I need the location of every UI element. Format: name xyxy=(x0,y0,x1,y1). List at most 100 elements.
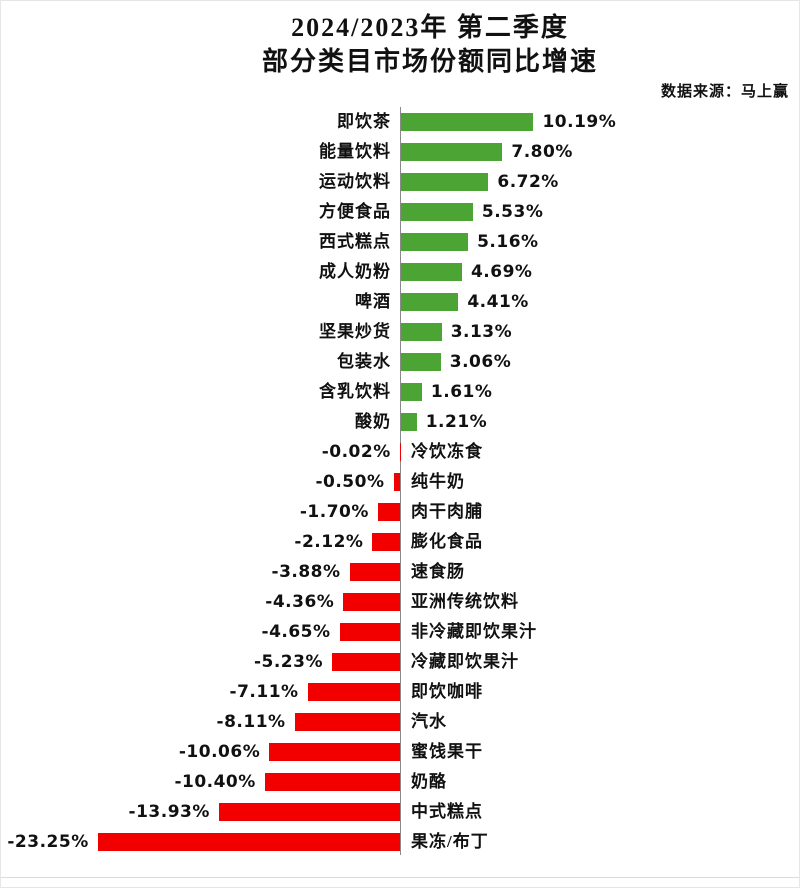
bar-row: 3.06% 包装水 xyxy=(1,347,799,377)
category-label: 冷藏即饮果汁 xyxy=(411,652,519,671)
value-label: 7.80% xyxy=(511,142,573,162)
positive-bar xyxy=(401,293,459,311)
negative-bar xyxy=(377,503,400,521)
positive-bar xyxy=(401,353,441,371)
category-label: 运动饮料 xyxy=(319,172,391,191)
bar-row: 1.61% 含乳饮料 xyxy=(1,377,799,407)
category-label: 纯牛奶 xyxy=(411,472,465,491)
positive-bar xyxy=(401,323,442,341)
negative-bar xyxy=(269,743,400,761)
bar-row: 4.41% 啤酒 xyxy=(1,287,799,317)
value-label: -4.36% xyxy=(265,592,335,612)
category-label: 非冷藏即饮果汁 xyxy=(411,622,537,641)
positive-bar xyxy=(401,263,462,281)
chart-title: 2024/2023年 第二季度 部分类目市场份额同比增速 xyxy=(1,1,799,79)
bar-row: -0.50% 纯牛奶 xyxy=(1,467,799,497)
bar-chart: 10.19% 即饮茶 7.80% 能量饮料 6.72% 运动饮料 5.53% 方便食品 5.16… xyxy=(1,107,799,859)
category-label: 即饮咖啡 xyxy=(411,682,483,701)
value-label: -7.11% xyxy=(229,682,299,702)
category-label: 方便食品 xyxy=(319,202,391,221)
bar-row: 5.53% 方便食品 xyxy=(1,197,799,227)
value-label: -0.50% xyxy=(315,472,385,492)
negative-bar xyxy=(264,773,400,791)
category-label: 果冻/布丁 xyxy=(411,832,489,851)
category-label: 速食肠 xyxy=(411,562,465,581)
value-label: -10.40% xyxy=(174,772,256,792)
category-label: 西式糕点 xyxy=(319,232,391,251)
chart-title-line1: 2024/2023年 第二季度 xyxy=(291,13,569,42)
negative-bar xyxy=(393,473,400,491)
value-label: 3.13% xyxy=(450,322,513,342)
bar-row: -2.12% 膨化食品 xyxy=(1,527,799,557)
value-label: -4.65% xyxy=(261,622,331,642)
bottom-border-line xyxy=(1,877,799,878)
negative-bar xyxy=(332,653,400,671)
bar-row: -23.25% 果冻/布丁 xyxy=(1,827,799,857)
positive-bar xyxy=(401,173,489,191)
value-label: 5.16% xyxy=(477,232,539,252)
category-label: 奶酪 xyxy=(411,772,447,791)
category-label: 汽水 xyxy=(411,712,447,731)
value-label: 5.53% xyxy=(481,202,544,222)
negative-bar xyxy=(294,713,400,731)
category-label: 肉干肉脯 xyxy=(411,502,483,521)
positive-bar xyxy=(401,383,422,401)
bar-row: -4.65% 非冷藏即饮果汁 xyxy=(1,617,799,647)
negative-bar xyxy=(349,563,400,581)
positive-bar xyxy=(401,113,534,131)
category-label: 中式糕点 xyxy=(411,802,483,821)
bar-row: -3.88% 速食肠 xyxy=(1,557,799,587)
category-label: 即饮茶 xyxy=(337,112,391,131)
value-label: -0.02% xyxy=(321,442,391,462)
bar-row: 6.72% 运动饮料 xyxy=(1,167,799,197)
value-label: -10.06% xyxy=(178,742,261,762)
value-label: 1.21% xyxy=(425,412,488,432)
value-label: -1.70% xyxy=(299,502,369,522)
category-label: 膨化食品 xyxy=(411,532,483,551)
value-label: 6.72% xyxy=(497,172,559,192)
category-label: 能量饮料 xyxy=(319,142,391,161)
chart-title-line2: 部分类目市场份额同比增速 xyxy=(261,47,598,76)
value-label: 4.69% xyxy=(470,262,533,282)
bar-row: -1.70% 肉干肉脯 xyxy=(1,497,799,527)
bar-row: -7.11% 即饮咖啡 xyxy=(1,677,799,707)
bar-row: -10.40% 奶酪 xyxy=(1,767,799,797)
value-label: 1.61% xyxy=(430,382,493,402)
positive-bar xyxy=(401,203,473,221)
positive-bar xyxy=(401,143,503,161)
bar-row: -5.23% 冷藏即饮果汁 xyxy=(1,647,799,677)
positive-bar xyxy=(401,413,417,431)
bar-row: -0.02% 冷饮冻食 xyxy=(1,437,799,467)
bar-row: -13.93% 中式糕点 xyxy=(1,797,799,827)
category-label: 亚洲传统饮料 xyxy=(411,592,519,611)
category-label: 冷饮冻食 xyxy=(411,442,483,461)
category-label: 成人奶粉 xyxy=(319,262,391,281)
bar-row: 1.21% 酸奶 xyxy=(1,407,799,437)
data-source-label: 数据来源：马上赢 xyxy=(660,84,789,100)
value-label: -8.11% xyxy=(216,712,286,732)
positive-bar xyxy=(401,233,469,251)
zero-axis-line xyxy=(400,107,401,855)
negative-bar xyxy=(339,623,400,641)
category-label: 蜜饯果干 xyxy=(411,742,483,761)
value-label: -5.23% xyxy=(253,652,324,672)
negative-bar xyxy=(372,533,400,551)
value-label: -23.25% xyxy=(7,832,89,852)
bar-row: 7.80% 能量饮料 xyxy=(1,137,799,167)
category-label: 含乳饮料 xyxy=(319,382,391,401)
bar-row: 5.16% 西式糕点 xyxy=(1,227,799,257)
category-label: 包装水 xyxy=(337,352,391,371)
bar-row: -10.06% 蜜饯果干 xyxy=(1,737,799,767)
value-label: 10.19% xyxy=(542,112,617,132)
category-label: 啤酒 xyxy=(355,292,391,311)
value-label: 4.41% xyxy=(467,292,529,312)
negative-bar xyxy=(218,803,400,821)
negative-bar xyxy=(343,593,400,611)
negative-bar xyxy=(97,833,400,851)
category-label: 酸奶 xyxy=(355,412,391,431)
category-label: 坚果炒货 xyxy=(319,322,391,341)
negative-bar xyxy=(307,683,400,701)
value-label: 3.06% xyxy=(449,352,512,372)
bar-row: 4.69% 成人奶粉 xyxy=(1,257,799,287)
